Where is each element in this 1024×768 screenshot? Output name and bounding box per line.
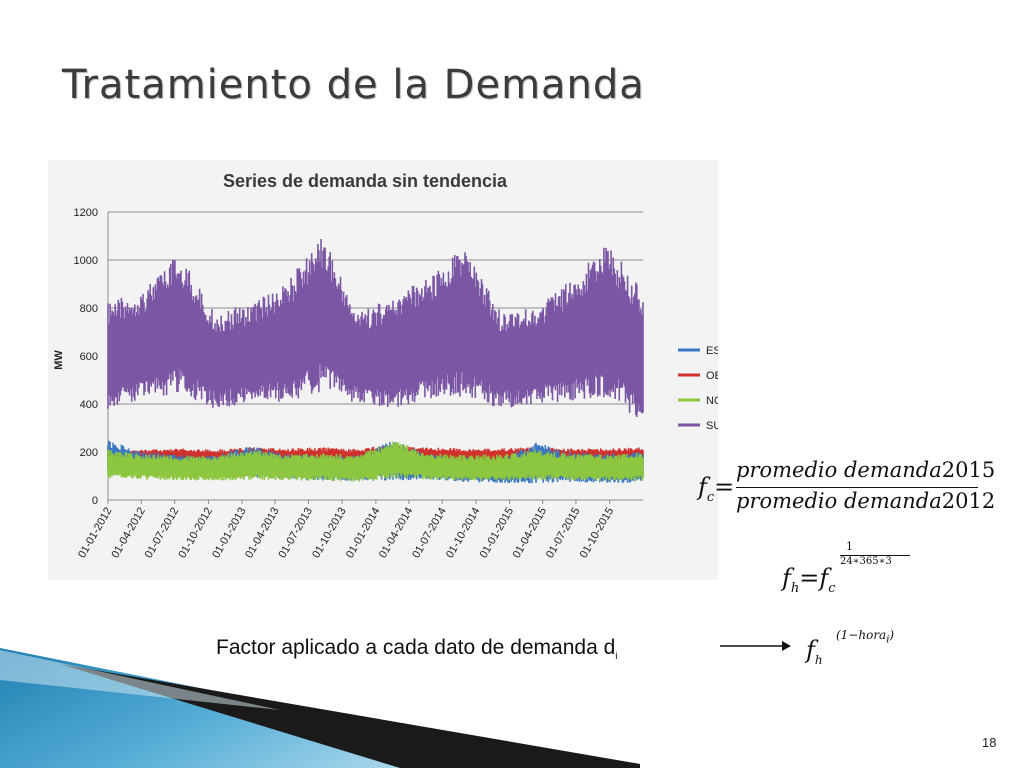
fc-numerator: promedio demanda2015	[736, 458, 996, 482]
chart-legend: ESTE OESTE NORTE SUR	[678, 345, 718, 432]
slide-title: Tratamiento de la Demanda	[62, 62, 645, 108]
formula-fc: fc= promedio demanda2015 promedio demand…	[698, 458, 995, 518]
demand-chart: Series de demanda sin tendencia MW 0 200 4…	[48, 160, 718, 580]
factor-exponent: (1−horai)	[836, 628, 895, 646]
fh-exponent-numerator: 1	[846, 540, 853, 553]
series-area-norte	[107, 441, 644, 482]
corner-decoration	[0, 648, 640, 768]
fc-fraction-bar	[736, 487, 978, 488]
fh-expression: fh=fc	[782, 564, 836, 596]
y-tick-labels: 0 200 400 600 800 1000 1200	[74, 207, 98, 507]
y-tick-label: 0	[92, 495, 98, 507]
fc-denominator: promedio demanda2012	[736, 489, 996, 513]
arrow-right-icon	[720, 641, 791, 651]
y-tick-label: 600	[80, 351, 98, 363]
legend-label-norte: NORTE	[706, 395, 718, 407]
caption-text: Factor aplicado a cada dato de demanda d…	[216, 636, 618, 663]
y-tick-label: 1000	[74, 255, 98, 267]
y-axis-label: MW	[53, 350, 65, 370]
legend-label-este: ESTE	[706, 345, 718, 357]
page-number: 18	[982, 735, 997, 750]
factor-base: fh	[806, 636, 823, 667]
formula-fh: fh=fc 1 24∗365∗3	[782, 540, 922, 596]
legend-label-oeste: OESTE	[706, 370, 718, 382]
fc-lhs: fc=	[698, 473, 735, 505]
series-area-sur	[107, 239, 644, 417]
series-areas	[107, 239, 644, 484]
y-tick-label: 800	[80, 303, 98, 315]
y-tick-label: 1200	[74, 207, 98, 219]
formula-factor: fh (1−horai)	[806, 624, 926, 668]
fh-exponent-denominator: 24∗365∗3	[840, 556, 892, 567]
chart-title: Series de demanda sin tendencia	[223, 171, 508, 191]
legend-label-sur: SUR	[706, 420, 718, 432]
y-tick-label: 400	[80, 399, 98, 411]
y-tick-label: 200	[80, 447, 98, 459]
fh-exponent-bar	[840, 555, 910, 556]
